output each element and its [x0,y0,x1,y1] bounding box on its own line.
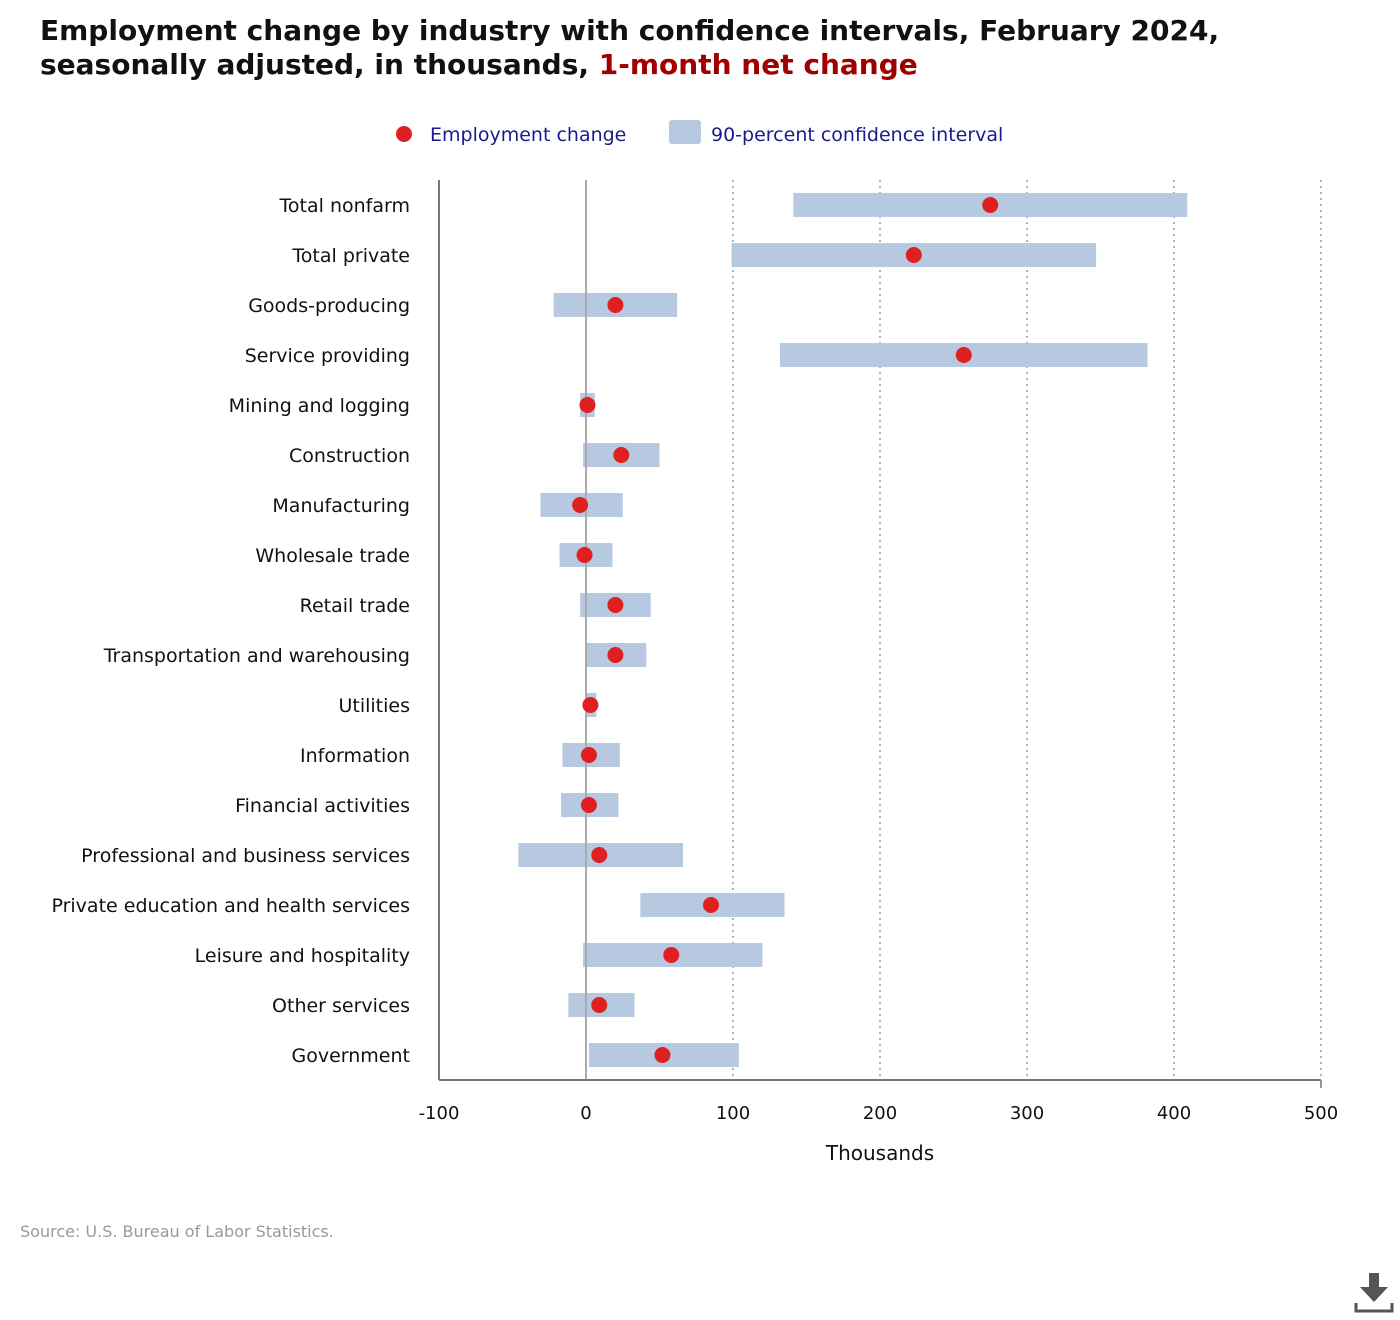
category-label: Total nonfarm [279,195,410,217]
employment-change-point [580,797,597,813]
legend-point-swatch [396,126,412,142]
legend-interval-swatch [669,120,701,144]
category-label: Financial activities [235,795,410,817]
category-label: Goods-producing [248,295,410,317]
employment-change-point [591,997,608,1013]
x-axis-ticks: -100 0 100 200 300 400 500 [419,1103,1339,1124]
x-tick-label: 200 [863,1103,897,1124]
employment-change-point [702,897,719,913]
x-tick-label: -100 [419,1103,460,1124]
employment-change-point [576,547,593,563]
chart-title: Employment change by industry with confi… [40,14,1380,82]
category-label: Private education and health services [51,895,410,917]
legend-interval-label: 90-percent confidence interval [711,124,1003,146]
employment-change-point [591,847,608,863]
grid [732,180,1322,1080]
employment-change-point [905,247,922,263]
category-label: Service providing [245,345,410,367]
category-label: Total private [291,245,410,267]
employment-change-point [607,297,624,313]
category-label: Transportation and warehousing [103,645,410,667]
category-label: Retail trade [300,595,410,617]
employment-change-point [582,697,599,713]
x-axis-title: Thousands [825,1141,934,1165]
source-note: Source: U.S. Bureau of Labor Statistics. [20,1222,334,1241]
category-label: Construction [289,445,410,467]
download-button[interactable] [1352,1270,1396,1314]
y-axis-labels: Total nonfarm Total private Goods-producin… [51,195,410,1067]
points [572,197,999,1063]
employment-change-point [572,497,589,513]
chart-title-main: Employment change by industry with confi… [40,14,1220,81]
intervals [518,193,1188,1067]
legend: Employment change 90-percent confidence … [396,120,1003,146]
category-label: Other services [272,995,410,1017]
category-label: Wholesale trade [255,545,410,567]
category-label: Utilities [338,695,410,717]
category-label: Government [292,1045,411,1067]
download-icon [1354,1273,1394,1313]
employment-change-point [663,947,680,963]
employment-change-point [613,447,630,463]
category-label: Manufacturing [272,495,410,517]
x-tick-label: 0 [580,1103,591,1124]
employment-change-point [607,647,624,663]
x-tick-label: 400 [1157,1103,1191,1124]
employment-change-point [955,347,972,363]
category-label: Leisure and hospitality [195,945,410,967]
axes [438,180,1322,1088]
x-tick-label: 500 [1304,1103,1338,1124]
x-tick-label: 300 [1010,1103,1044,1124]
category-label: Professional and business services [81,845,410,867]
chart-title-highlight: 1-month net change [598,48,918,81]
employment-change-point [579,397,596,413]
employment-change-point [607,597,624,613]
category-label: Mining and logging [229,395,410,417]
employment-change-point [654,1047,671,1063]
employment-change-point [580,747,597,763]
x-tick-label: 100 [716,1103,750,1124]
category-label: Information [300,745,410,767]
employment-change-point [982,197,999,213]
legend-point-label: Employment change [430,124,626,146]
